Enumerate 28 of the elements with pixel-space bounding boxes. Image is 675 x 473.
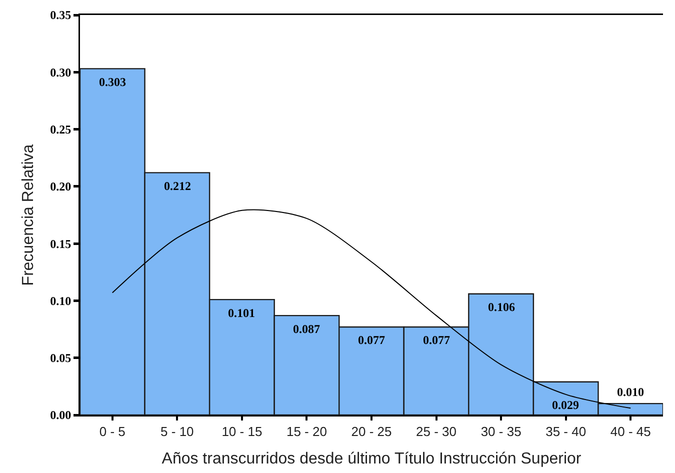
x-tick-label: 10 - 15: [222, 424, 262, 440]
x-tick-label: 15 - 20: [286, 424, 327, 440]
data-label: 0.029: [552, 398, 579, 412]
data-label: 0.303: [99, 75, 126, 89]
data-label: 0.101: [228, 306, 255, 320]
y-tick-label: 0.05: [50, 351, 72, 366]
data-label: 0.212: [164, 179, 191, 193]
data-label: 0.077: [423, 333, 450, 347]
x-tick-label: 40 - 45: [610, 424, 651, 440]
y-tick-label: 0.25: [50, 122, 72, 136]
x-tick-label: 0 - 5: [99, 424, 126, 440]
data-label: 0.077: [358, 333, 385, 347]
x-tick-label: 30 - 35: [480, 424, 522, 440]
x-tick-label: 35 - 40: [546, 424, 586, 440]
data-label: 0.106: [488, 300, 515, 314]
y-tick-label: 0.20: [50, 180, 72, 194]
y-tick-label: 0.00: [50, 408, 72, 422]
y-axis-title: Frecuencia Relativa: [20, 144, 38, 286]
y-tick-label: 0.10: [50, 294, 72, 308]
x-tick-label: 25 - 30: [416, 424, 457, 440]
data-label: 0.010: [617, 385, 644, 399]
y-tick-label: 0.30: [50, 65, 72, 80]
y-tick-label: 0.35: [50, 8, 72, 22]
x-axis-title: Años transcurridos desde último Título Instrucción Superior: [162, 450, 582, 468]
x-tick-label: 20 - 25: [351, 424, 392, 440]
y-tick-label: 0.15: [50, 236, 72, 251]
x-tick-label: 5 - 10: [160, 424, 194, 440]
data-label: 0.087: [293, 322, 320, 336]
